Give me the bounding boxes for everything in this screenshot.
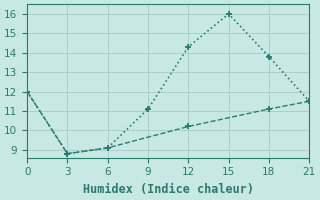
X-axis label: Humidex (Indice chaleur): Humidex (Indice chaleur) — [83, 183, 254, 196]
